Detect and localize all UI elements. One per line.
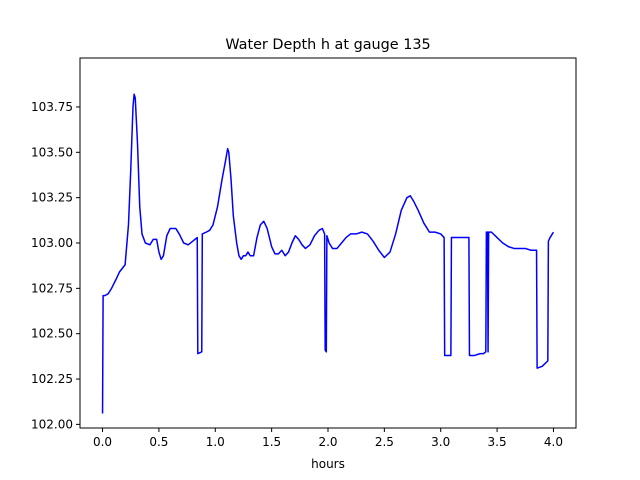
y-tick-label: 103.50 — [31, 145, 73, 159]
x-tick-label: 4.0 — [544, 435, 563, 449]
y-tick-label: 102.75 — [31, 281, 73, 295]
y-tick-label: 102.25 — [31, 372, 73, 386]
y-tick-label: 103.25 — [31, 191, 73, 205]
x-tick-label: 1.5 — [262, 435, 281, 449]
series-layer — [101, 93, 555, 414]
water-depth-line — [101, 93, 555, 414]
x-axis-label: hours — [311, 457, 345, 471]
y-tick-label: 102.00 — [31, 417, 73, 431]
y-tick-label: 102.50 — [31, 327, 73, 341]
x-tick-label: 3.5 — [488, 435, 507, 449]
y-axis: 102.00 102.25 102.50 102.75 103.00 103.25 103.… — [31, 100, 80, 431]
x-tick-label: 2.0 — [318, 435, 337, 449]
chart-title: Water Depth h at gauge 135 — [225, 37, 430, 53]
x-tick-label: 2.5 — [375, 435, 394, 449]
y-tick-label: 103.75 — [31, 100, 73, 114]
x-tick-label: 1.0 — [206, 435, 225, 449]
y-tick-label: 103.00 — [31, 236, 73, 250]
plot-area — [79, 57, 577, 429]
x-tick-label: 0.5 — [149, 435, 168, 449]
x-axis: 0.0 0.5 1.0 1.5 2.0 2.5 3.0 3.5 4.0 — [93, 428, 563, 449]
x-tick-label: 0.0 — [93, 435, 112, 449]
x-tick-label: 3.0 — [431, 435, 450, 449]
